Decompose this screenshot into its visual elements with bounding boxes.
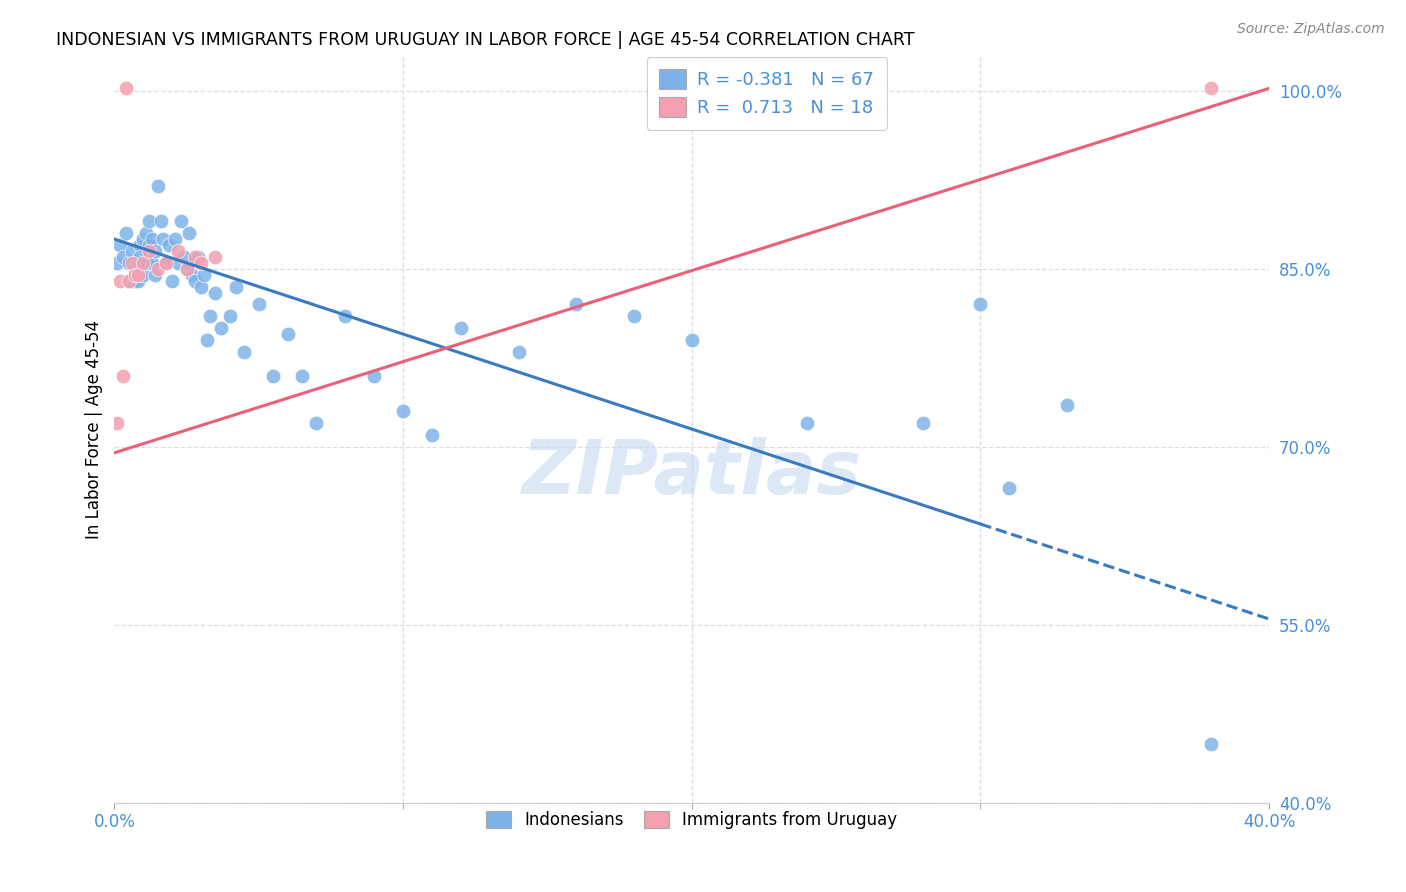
Point [190,256,212,270]
Point [181,268,204,282]
Point [277,327,299,342]
Point [108,238,131,252]
Point [127,256,149,270]
Point [198,310,221,324]
Point [118,256,141,270]
Point [105,416,128,430]
Point [187,250,209,264]
Point [163,232,186,246]
Point [176,261,198,276]
Point [335,310,357,324]
Text: INDONESIAN VS IMMIGRANTS FROM URUGUAY IN LABOR FORCE | AGE 45-54 CORRELATION CHA: INDONESIAN VS IMMIGRANTS FROM URUGUAY IN… [56,31,915,49]
Point [305,416,328,430]
Text: ZIPatlas: ZIPatlas [522,437,862,510]
Point [195,333,218,347]
Legend: Indonesians, Immigrants from Uruguay: Indonesians, Immigrants from Uruguay [479,805,904,836]
Point [998,482,1021,496]
Point [127,274,149,288]
Point [115,81,138,95]
Point [108,274,131,288]
Point [247,297,270,311]
Point [135,226,157,240]
Point [1056,398,1078,412]
Point [796,416,818,430]
Point [565,297,588,311]
Point [149,214,172,228]
Point [138,238,160,252]
Point [167,256,190,270]
Text: Source: ZipAtlas.com: Source: ZipAtlas.com [1237,22,1385,37]
Point [118,274,141,288]
Point [141,232,163,246]
Point [233,344,256,359]
Point [262,368,284,383]
Point [143,244,166,258]
Point [138,214,160,228]
Point [146,261,169,276]
Point [392,404,415,418]
Point [1201,737,1223,751]
Point [167,244,190,258]
Point [184,250,207,264]
Point [450,321,472,335]
Point [129,238,152,252]
Point [508,344,530,359]
Point [132,232,155,246]
Point [218,310,240,324]
Point [129,250,152,264]
Point [124,261,146,276]
Point [209,321,232,335]
Point [681,333,703,347]
Point [121,256,143,270]
Y-axis label: In Labor Force | Age 45-54: In Labor Force | Age 45-54 [86,319,103,539]
Point [132,268,155,282]
Point [112,368,135,383]
Point [146,178,169,193]
Point [420,428,443,442]
Point [173,250,195,264]
Point [204,285,226,300]
Point [193,268,215,282]
Point [155,256,177,270]
Point [112,250,135,264]
Point [225,279,247,293]
Point [118,274,141,288]
Point [969,297,991,311]
Point [623,310,645,324]
Point [204,250,226,264]
Point [157,238,180,252]
Point [291,368,314,383]
Point [170,214,193,228]
Point [1201,81,1223,95]
Point [132,256,155,270]
Point [184,274,207,288]
Point [143,268,166,282]
Point [176,261,198,276]
Point [124,274,146,288]
Point [160,274,183,288]
Point [124,268,146,282]
Point [135,256,157,270]
Point [121,244,143,258]
Point [105,256,128,270]
Point [190,279,212,293]
Point [179,226,201,240]
Point [155,256,177,270]
Point [138,244,160,258]
Point [911,416,934,430]
Point [141,256,163,270]
Point [152,232,174,246]
Point [115,226,138,240]
Point [127,268,149,282]
Point [363,368,385,383]
